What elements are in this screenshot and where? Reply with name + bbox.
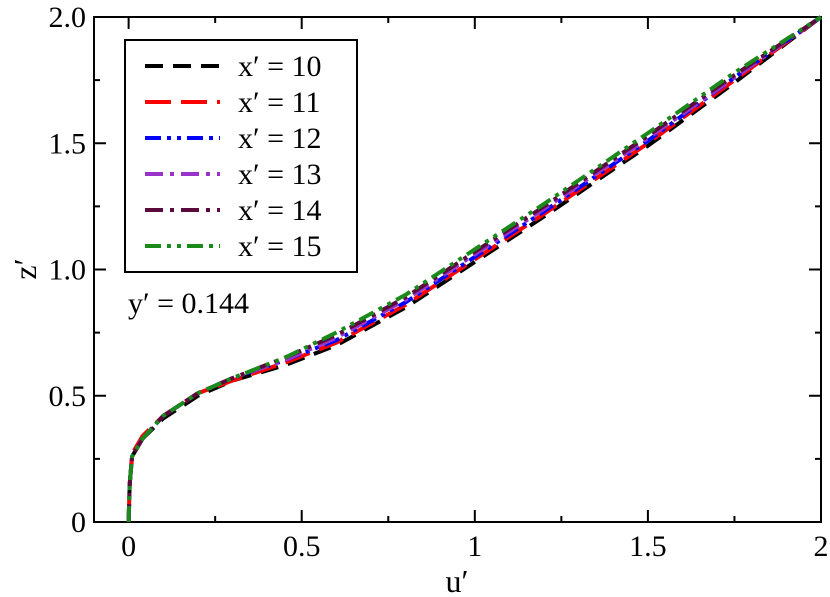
legend-label-4: x′ = 13 <box>238 158 321 191</box>
legend-label-1: x′ = 10 <box>238 50 321 83</box>
y-tick-label: 1.0 <box>49 254 87 287</box>
legend-box <box>124 39 358 273</box>
x-axis-ticks: 0 0.5 1 1.5 2 <box>121 17 829 563</box>
x-tick-label: 2 <box>814 530 829 563</box>
x-tick-label: 1.5 <box>629 530 667 563</box>
legend-label-5: x′ = 14 <box>238 194 321 227</box>
legend: x′ = 10x′ = 11x′ = 12x′ = 13x′ = 14x′ = … <box>124 39 358 273</box>
y-tick-label: 1.5 <box>49 127 87 160</box>
legend-label-6: x′ = 15 <box>238 230 321 263</box>
legend-label-3: x′ = 12 <box>238 122 321 155</box>
y-tick-label: 2.0 <box>49 1 87 34</box>
x-tick-label: 1 <box>467 530 482 563</box>
series-line-6 <box>126 15 823 523</box>
x-tick-label: 0 <box>121 530 136 563</box>
chart-annotation: y′ = 0.144 <box>128 287 249 320</box>
series-lines <box>126 15 823 523</box>
y-tick-label: 0 <box>71 506 86 539</box>
y-axis-ticks: 0 0.5 1.0 1.5 2.0 <box>49 1 821 539</box>
series-line-3 <box>126 15 823 523</box>
y-tick-label: 0.5 <box>49 380 87 413</box>
series-line-5 <box>126 15 823 523</box>
x-axis-label: u′ <box>446 563 469 597</box>
x-tick-label: 0.5 <box>283 530 321 563</box>
y-axis-label: z′ <box>7 258 43 279</box>
legend-label-2: x′ = 11 <box>238 86 320 119</box>
